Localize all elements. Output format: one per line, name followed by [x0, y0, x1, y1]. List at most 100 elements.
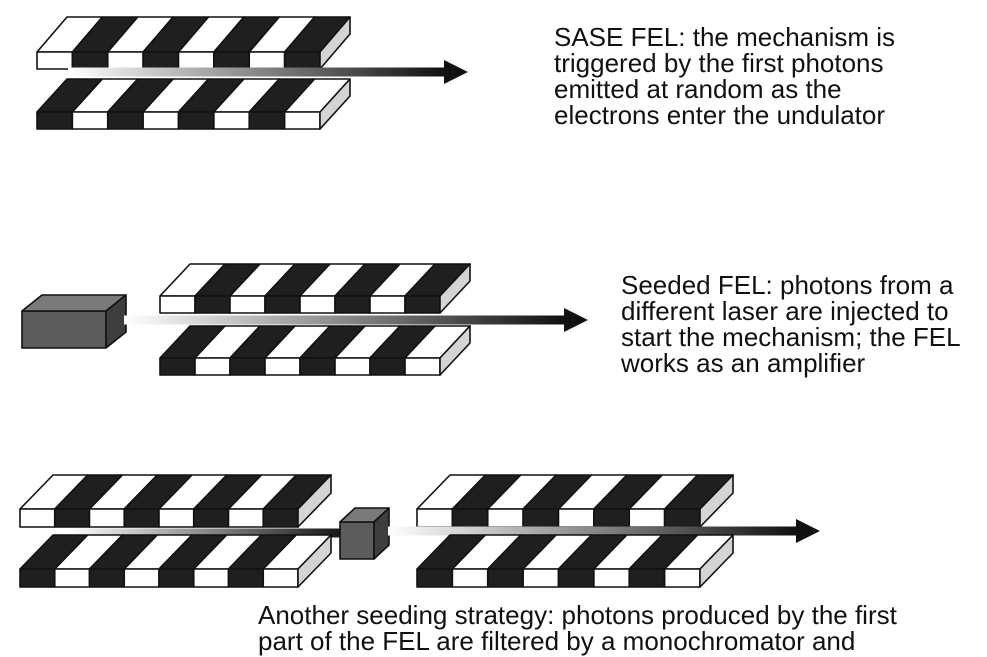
magnet-end-face — [699, 474, 734, 528]
undulator-section-1-magnet-upper — [19, 474, 332, 528]
magnet-pole-front — [71, 111, 109, 130]
magnet-end-face — [439, 325, 471, 376]
magnet-pole-front — [123, 568, 160, 588]
magnet-pole-front — [36, 111, 74, 130]
magnet-pole-front — [299, 295, 336, 314]
magnet-pole-front — [159, 295, 196, 314]
caption-line: Seeded FEL: photons from a — [621, 270, 954, 300]
magnet-pole-front — [593, 508, 631, 528]
magnet-end-face — [297, 474, 332, 528]
magnet-pole-front — [177, 111, 215, 130]
caption-line: start the mechanism; the FEL — [621, 322, 961, 352]
beam-body — [124, 315, 564, 325]
magnet-pole-front — [106, 111, 144, 130]
magnet-end-face — [699, 534, 734, 588]
seeded-fel-caption: Seeded FEL: photons from a different las… — [621, 272, 961, 376]
magnet-pole-front — [404, 295, 441, 314]
arrowhead — [444, 60, 468, 84]
box-side-face — [105, 294, 127, 349]
magnet-pole-front — [334, 295, 371, 314]
caption-line: electrons enter the undulator — [554, 100, 885, 130]
magnet-pole-front — [123, 508, 160, 528]
box-front-face — [21, 310, 107, 349]
magnet-pole-front — [663, 568, 701, 588]
magnet-pole-front — [262, 568, 299, 588]
arrowhead — [564, 308, 588, 332]
undulator-section-2-magnet-upper — [416, 474, 734, 528]
sase-fel-panel — [36, 16, 468, 130]
monochromator-seeding-caption: Another seeding strategy: photons produc… — [258, 602, 897, 654]
caption-line: triggered by the first photons — [554, 48, 884, 78]
magnet-pole-front — [53, 508, 91, 528]
undulator-section-1-magnet-lower — [19, 534, 332, 588]
caption-line: emitted at random as the — [554, 74, 842, 104]
beam-body — [68, 67, 444, 77]
laser-and-electron-beam-arrow — [124, 308, 588, 332]
magnet-pole-front — [177, 51, 215, 70]
magnet-pole-front — [142, 51, 180, 70]
magnet-pole-front — [158, 508, 195, 528]
magnet-pole-front — [416, 568, 454, 588]
magnet-pole-front — [19, 508, 56, 528]
magnet-pole-front — [416, 508, 454, 528]
magnet-pole-front — [106, 51, 144, 70]
magnet-pole-front — [404, 357, 441, 376]
magnet-pole-front — [593, 568, 631, 588]
magnet-pole-front — [264, 357, 301, 376]
magnet-pole-front — [248, 111, 286, 130]
magnet-pole-front — [19, 568, 56, 588]
beam-segment-1 — [68, 528, 348, 538]
magnet-pole-front — [36, 51, 74, 70]
magnet-pole-front — [71, 51, 109, 70]
magnet-pole-front — [194, 295, 231, 314]
undulator-section-2-magnet-lower — [416, 534, 734, 588]
seed-laser-box — [21, 294, 127, 349]
magnet-pole-front — [557, 508, 595, 528]
magnet-pole-front — [88, 508, 126, 528]
seeded-fel-panel — [21, 263, 588, 376]
undulator-magnet-upper — [36, 16, 351, 70]
magnet-pole-front — [227, 568, 265, 588]
magnet-pole-front — [522, 568, 560, 588]
beam-body — [388, 526, 796, 536]
magnet-pole-front — [142, 111, 180, 130]
magnet-pole-front — [158, 568, 195, 588]
magnet-pole-front — [194, 357, 231, 376]
magnet-pole-front — [522, 508, 560, 528]
magnet-pole-front — [369, 295, 406, 314]
caption-line: Another seeding strategy: photons produc… — [258, 600, 897, 630]
magnet-pole-front — [299, 357, 336, 376]
undulator-magnet-upper — [159, 263, 471, 314]
magnet-pole-front — [88, 568, 126, 588]
magnet-end-face — [319, 78, 351, 130]
magnet-pole-front — [192, 508, 230, 528]
magnet-pole-front — [229, 357, 266, 376]
magnet-end-face — [319, 16, 351, 70]
magnet-pole-front — [227, 508, 265, 528]
monochromator-seeding-panel — [19, 474, 820, 588]
magnet-pole-front — [663, 508, 701, 528]
magnet-pole-front — [369, 357, 406, 376]
magnet-pole-front — [262, 508, 299, 528]
magnet-end-face — [297, 534, 332, 588]
beam-body — [68, 528, 348, 538]
box-front-face — [339, 521, 375, 560]
box-side-face — [373, 507, 390, 560]
magnet-pole-front — [628, 508, 666, 528]
magnet-pole-front — [283, 51, 321, 70]
electron-beam-arrow — [68, 60, 468, 84]
caption-line: works as an amplifier — [621, 348, 866, 378]
magnet-pole-front — [53, 568, 91, 588]
magnet-pole-front — [248, 51, 286, 70]
magnet-pole-front — [486, 508, 524, 528]
magnet-pole-front — [159, 357, 196, 376]
monochromator-box — [339, 507, 390, 560]
undulator-magnet-lower — [159, 325, 471, 376]
undulator-magnet-lower — [36, 78, 351, 130]
magnet-pole-front — [283, 111, 321, 130]
magnet-pole-front — [557, 568, 595, 588]
magnet-pole-front — [213, 111, 251, 130]
magnet-pole-front — [334, 357, 371, 376]
magnet-pole-front — [213, 51, 251, 70]
